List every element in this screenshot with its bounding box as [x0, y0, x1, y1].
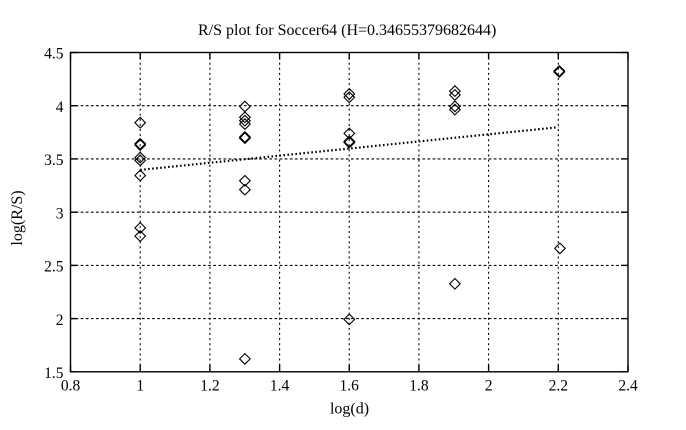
svg-text:0.8: 0.8: [61, 378, 81, 395]
svg-text:3: 3: [56, 205, 64, 222]
svg-text:2.4: 2.4: [618, 378, 638, 395]
svg-text:1.6: 1.6: [340, 378, 360, 395]
svg-text:1.4: 1.4: [270, 378, 290, 395]
svg-text:2.5: 2.5: [44, 259, 64, 276]
svg-text:2: 2: [485, 378, 493, 395]
svg-text:4: 4: [56, 99, 64, 116]
svg-text:log(d): log(d): [330, 400, 369, 417]
svg-text:2.2: 2.2: [549, 378, 568, 395]
svg-text:1: 1: [136, 378, 144, 395]
svg-text:3.5: 3.5: [44, 152, 64, 169]
svg-text:4.5: 4.5: [44, 46, 64, 63]
svg-text:1.8: 1.8: [409, 378, 429, 395]
svg-text:1.5: 1.5: [44, 365, 64, 382]
svg-text:1.2: 1.2: [200, 378, 219, 395]
svg-text:log(R/S): log(R/S): [9, 190, 26, 245]
svg-text:2: 2: [56, 312, 64, 329]
svg-text:R/S plot for Soccer64 (H=0.346: R/S plot for Soccer64 (H=0.3465537968264…: [198, 22, 496, 39]
